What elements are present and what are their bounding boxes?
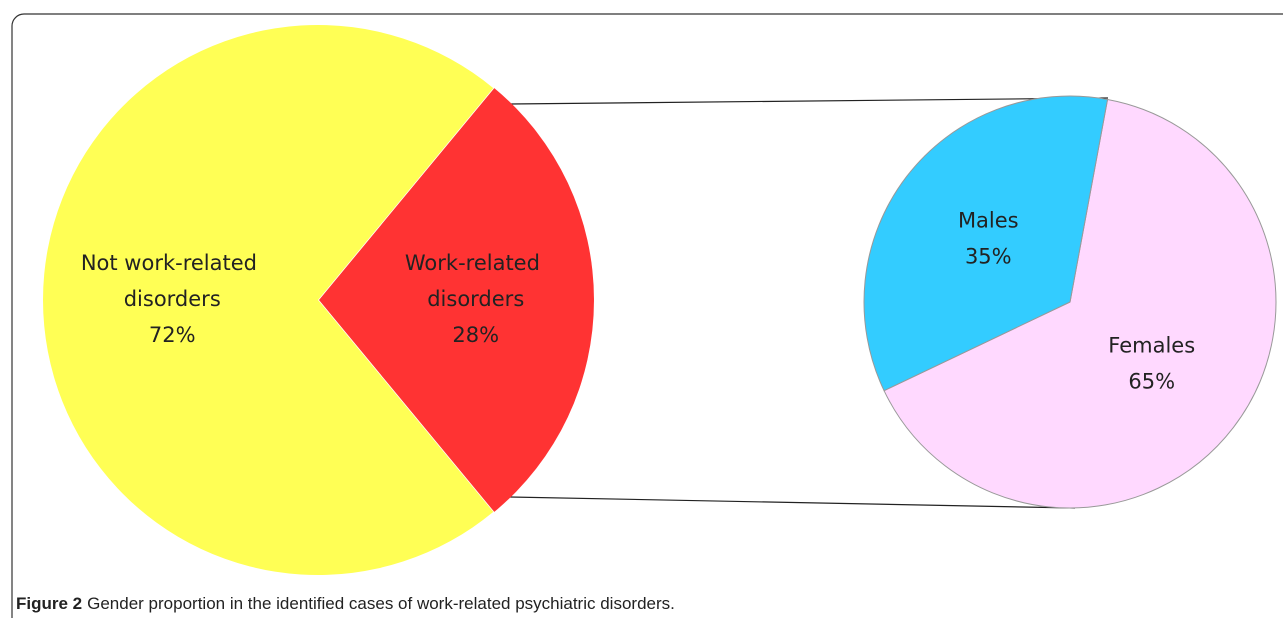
data-label: 35% — [965, 244, 1012, 268]
slice-label: Not work-related disorders — [81, 251, 264, 311]
slice-label-line: Males — [958, 208, 1019, 232]
caption-label: Figure 2 — [16, 594, 82, 613]
figure-frame — [11, 13, 1283, 618]
connector-line — [509, 496, 1076, 509]
slice-label-line: disorders — [427, 287, 524, 311]
data-label: 28% — [452, 323, 499, 347]
caption-text: Gender proportion in the identified case… — [87, 594, 675, 613]
slice-label: Males — [958, 208, 1019, 232]
slice-label: Work-related disorders — [405, 251, 547, 311]
pie-slice — [863, 95, 1109, 392]
data-label: 65% — [1128, 370, 1175, 394]
slice-label: Females — [1108, 334, 1195, 358]
caption: Figure 2 Gender proportion in the identif… — [16, 594, 675, 613]
slice-label-line: Work-related — [405, 251, 547, 275]
pie-slice — [42, 24, 494, 575]
pie-slice — [883, 98, 1277, 509]
connector-line — [509, 97, 1109, 105]
slice-label-line: disorders — [124, 287, 221, 311]
slice-label-line: Not work-related — [81, 251, 264, 275]
pies: Not work-related disorders 72% Work-relate… — [42, 24, 1277, 575]
data-label: 72% — [149, 323, 196, 347]
slice-label-line: Females — [1108, 334, 1195, 358]
pie-slice — [319, 88, 594, 512]
